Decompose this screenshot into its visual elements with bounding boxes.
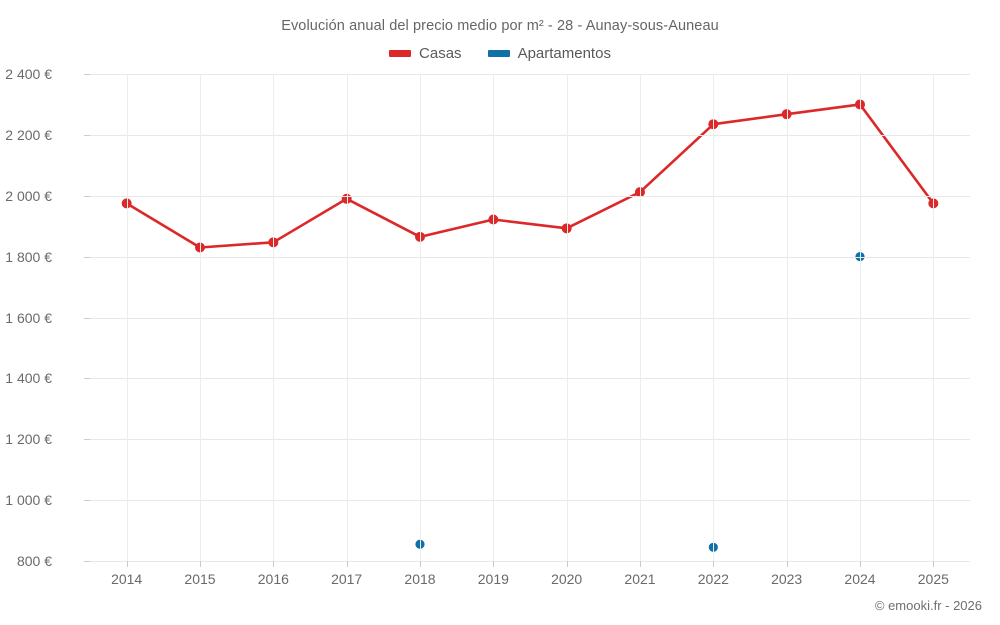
x-tick-mark — [420, 561, 421, 567]
x-gridline — [786, 74, 788, 561]
x-tick-label: 2021 — [624, 571, 656, 587]
legend-label-apartamentos: Apartamentos — [517, 45, 611, 62]
legend-label-casas: Casas — [419, 45, 462, 62]
y-tick-label: 800 € — [16, 553, 52, 569]
y-gridline — [90, 378, 970, 380]
x-tick-label: 2014 — [111, 571, 143, 587]
x-gridline — [933, 74, 935, 561]
y-tick-label: 1 800 € — [5, 248, 52, 265]
x-gridline — [713, 74, 715, 561]
footer-credit: © emooki.fr - 2026 — [874, 598, 982, 613]
x-tick-label: 2024 — [844, 571, 876, 587]
x-tick-label: 2016 — [257, 571, 289, 587]
y-tick-label: 2 000 € — [5, 187, 52, 204]
y-gridline — [90, 74, 970, 75]
x-tick-mark — [200, 561, 201, 567]
legend-swatch-icon — [389, 50, 412, 57]
x-tick-mark — [566, 561, 568, 567]
y-tick-mark — [84, 561, 90, 562]
y-tick-mark — [84, 378, 90, 380]
x-tick-mark — [860, 561, 861, 567]
x-tick-label: 2017 — [331, 571, 363, 587]
y-tick-mark — [84, 74, 90, 75]
y-tick-label: 2 400 € — [5, 66, 52, 82]
legend-item-apartamentos[interactable]: Apartamentos — [487, 45, 611, 62]
y-tick-label: 1 200 € — [5, 431, 52, 448]
x-gridline — [273, 74, 275, 561]
x-tick-label: 2018 — [404, 571, 436, 587]
y-tick-label: 2 200 € — [5, 126, 52, 143]
series-line-casas — [125, 103, 935, 249]
x-tick-mark — [273, 561, 275, 567]
x-tick-mark — [933, 561, 935, 567]
x-tick-mark — [493, 561, 495, 567]
y-gridline — [90, 134, 970, 136]
x-gridline — [640, 74, 641, 561]
y-tick-label: 1 400 € — [5, 370, 52, 387]
y-gridline — [90, 256, 970, 258]
x-gridline — [860, 74, 861, 561]
x-gridline — [346, 74, 348, 561]
y-gridline — [90, 439, 970, 441]
y-gridline — [90, 317, 970, 319]
x-tick-mark — [713, 561, 715, 567]
y-gridline — [90, 195, 970, 197]
chart-legend: Casas Apartamentos — [0, 45, 1000, 62]
x-tick-mark — [346, 561, 348, 567]
y-tick-mark — [84, 256, 90, 258]
y-tick-label: 1 000 € — [5, 492, 52, 509]
x-gridline — [200, 74, 201, 561]
y-tick-mark — [84, 195, 90, 197]
y-tick-mark — [84, 500, 90, 502]
x-tick-label: 2025 — [917, 571, 949, 587]
x-gridline — [420, 74, 421, 561]
chart-title: Evolución anual del precio medio por m² … — [281, 18, 719, 34]
y-tick-mark — [84, 317, 90, 319]
x-tick-label: 2015 — [184, 571, 216, 587]
legend-swatch-icon — [487, 50, 510, 57]
x-gridline — [493, 74, 495, 561]
x-gridline — [566, 74, 568, 561]
x-tick-mark — [640, 561, 641, 567]
y-tick-label: 1 600 € — [5, 309, 52, 326]
x-gridline — [126, 74, 128, 561]
x-tick-mark — [126, 561, 128, 567]
legend-item-casas[interactable]: Casas — [389, 45, 462, 62]
plot-area: 800 € 1 000 € 1 200 € 1 400 € 1 600 € 1 800 €… — [5, 66, 970, 587]
y-gridline — [90, 561, 970, 562]
x-tick-label: 2022 — [697, 571, 729, 587]
x-tick-label: 2023 — [771, 571, 803, 587]
x-tick-mark — [786, 561, 788, 567]
y-gridline — [90, 500, 970, 502]
y-tick-mark — [84, 439, 90, 441]
y-tick-mark — [84, 134, 90, 136]
x-tick-label: 2020 — [551, 571, 583, 587]
x-tick-label: 2019 — [477, 571, 509, 587]
